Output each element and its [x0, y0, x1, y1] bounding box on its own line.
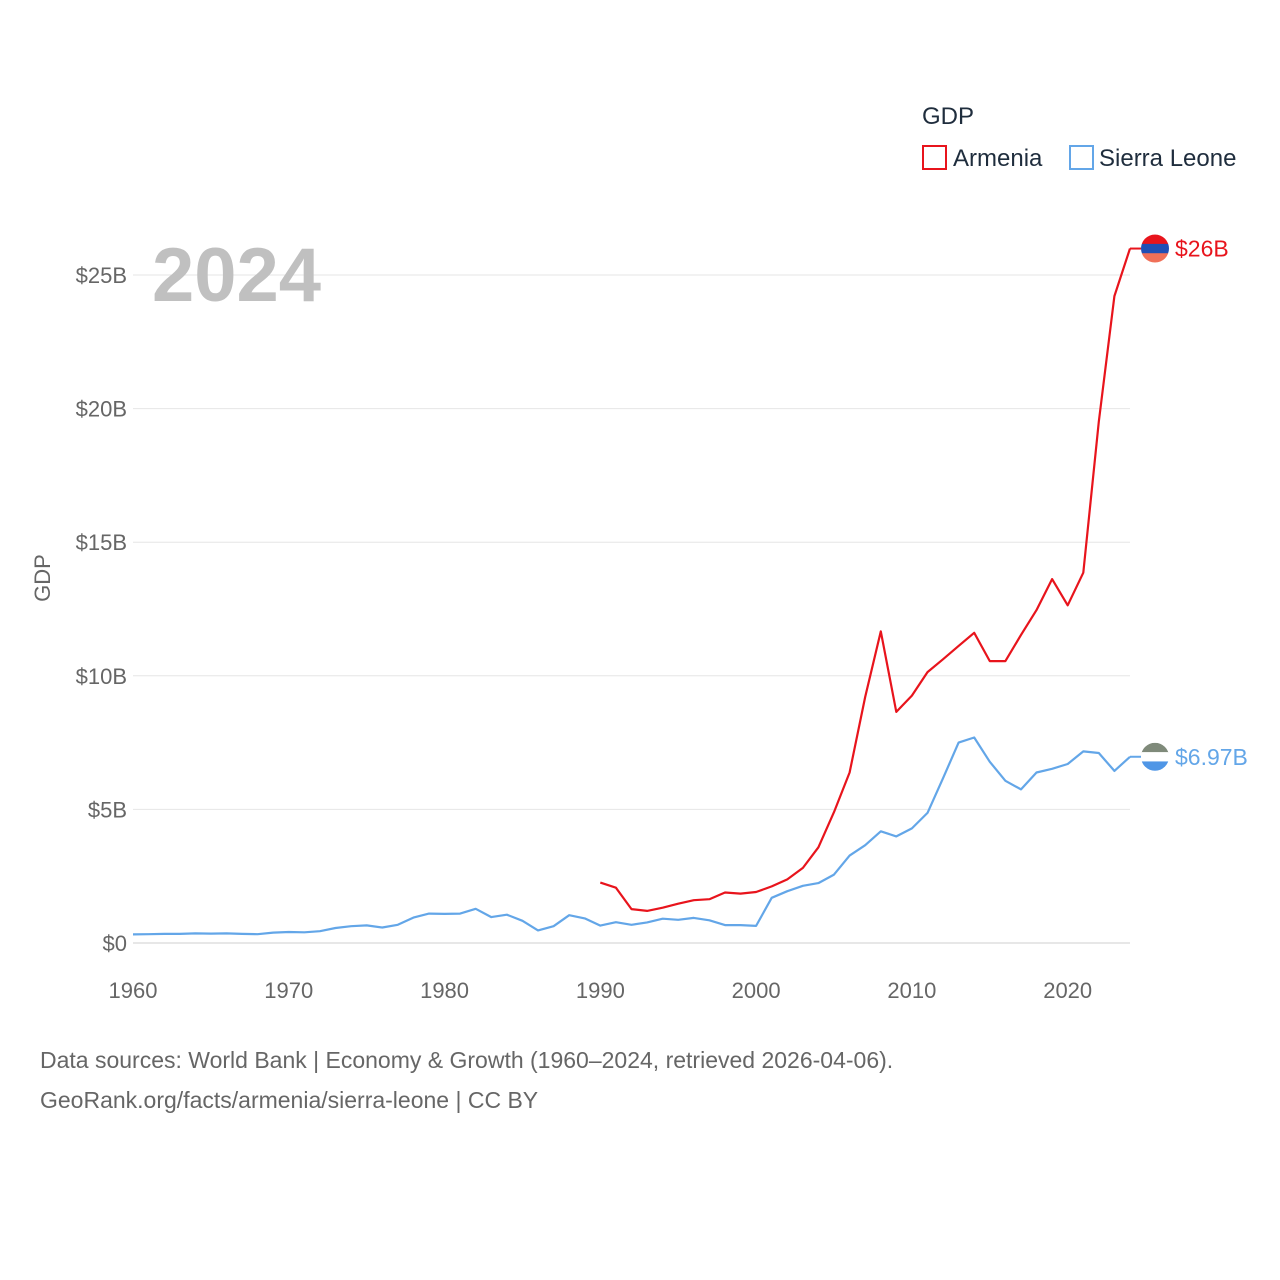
x-tick-label: 1970	[264, 978, 313, 1003]
series-lines	[132, 248, 1132, 936]
y-axis: $0 $5B $10B $15B $20B $25B	[76, 263, 127, 956]
x-tick-label: 2000	[732, 978, 781, 1003]
legend-swatch-sierra-leone	[1069, 145, 1094, 170]
armenia-flag-icon	[1141, 234, 1169, 263]
series-line-sierra-leone	[132, 736, 1131, 936]
sierra-leone-flag-icon	[1141, 742, 1169, 771]
legend-swatch-armenia	[922, 145, 947, 170]
y-tick-label: $5B	[88, 797, 127, 822]
legend-label-armenia: Armenia	[953, 145, 1043, 172]
source-note: Data sources: World Bank | Economy & Gro…	[40, 1040, 1240, 1120]
end-label-sierra-leone: $6.97B	[1175, 744, 1248, 770]
y-tick-label: $20B	[76, 397, 127, 422]
x-tick-label: 2020	[1043, 978, 1092, 1003]
x-tick-label: 1990	[576, 978, 625, 1003]
year-label: 2024	[152, 233, 321, 318]
y-tick-label: $25B	[76, 263, 127, 288]
y-tick-label: $0	[103, 931, 127, 956]
y-axis-title: GDP	[30, 554, 55, 602]
legend-item-sierra-leone[interactable]: Sierra Leone	[1069, 145, 1236, 172]
y-tick-label: $10B	[76, 664, 127, 689]
x-tick-label: 1980	[420, 978, 469, 1003]
x-tick-label: 1960	[109, 978, 158, 1003]
x-tick-label: 2010	[887, 978, 936, 1003]
legend-title: GDP	[922, 103, 974, 130]
legend-label-sierra-leone: Sierra Leone	[1099, 145, 1236, 172]
source-line-2[interactable]: GeoRank.org/facts/armenia/sierra-leone |…	[40, 1087, 539, 1113]
legend-item-armenia[interactable]: Armenia	[922, 145, 1043, 172]
end-labels: $26B $6.97B	[1130, 234, 1248, 771]
grid-lines	[133, 274, 1130, 944]
y-tick-label: $15B	[76, 530, 127, 555]
x-axis: 1960 1970 1980 1990 2000 2010 2020	[109, 978, 1093, 1003]
series-line-armenia	[599, 248, 1132, 913]
legend: GDP Armenia Sierra Leone	[922, 103, 1236, 172]
end-label-armenia: $26B	[1175, 236, 1229, 262]
source-line-1: Data sources: World Bank | Economy & Gro…	[40, 1047, 894, 1073]
